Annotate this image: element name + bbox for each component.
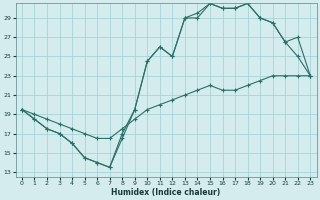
X-axis label: Humidex (Indice chaleur): Humidex (Indice chaleur) [111,188,221,197]
